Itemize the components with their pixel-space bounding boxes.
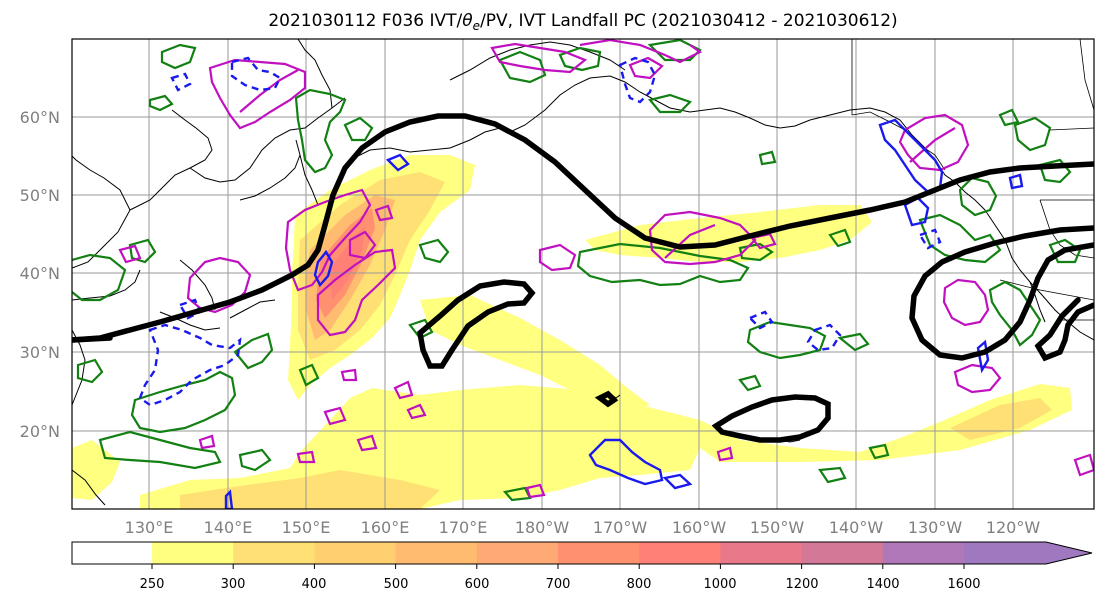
colorbar-segment [476,542,559,564]
colorbar-segment [882,542,965,564]
colorbar-tick-label: 1400 [866,577,899,592]
colorbar-segment [395,542,478,564]
colorbar: 250 300 400 500 600 700 800 1000 1200 14… [71,541,1093,592]
lon-label-130w: 130°W [908,518,963,537]
map-area [72,39,1094,509]
colorbar-segment [801,542,884,564]
latitude-labels: 60°N 50°N 40°N 30°N 20°N [20,108,60,441]
colorbar-tick-label: 500 [384,577,409,592]
lat-label-40n: 40°N [20,264,60,283]
colorbar-segment [964,542,1092,564]
lat-label-30n: 30°N [20,343,60,362]
lon-label-130e: 130°E [125,518,174,537]
colorbar-segment [233,542,315,564]
lon-label-140e: 140°E [204,518,253,537]
lat-label-20n: 20°N [20,422,60,441]
blue-contours [138,56,1024,509]
lon-label-180w: 180°W [515,518,570,537]
colorbar-segment [314,542,397,564]
lon-label-170w: 170°W [593,518,648,537]
colorbar-tick-label: 1000 [703,577,736,592]
ivt-shading [72,155,1072,509]
colorbar-tick-label: 1600 [947,577,980,592]
pv-contours [118,39,1094,499]
lon-label-170e: 170°E [439,518,488,537]
lat-label-50n: 50°N [20,186,60,205]
colorbar-segment [558,542,640,564]
colorbar-tick-label: 700 [546,577,571,592]
colorbar-tick-label: 600 [465,577,490,592]
colorbar-tick-label: 1200 [785,577,818,592]
lon-label-160e: 160°E [361,518,410,537]
ivt-landfall-pc-contours [72,113,1094,443]
lon-label-140w: 140°W [829,518,884,537]
colorbar-tick-label: 400 [302,577,327,592]
colorbar-outline [71,541,1093,565]
colorbar-tick-label: 300 [221,577,246,592]
longitude-labels: 130°E 140°E 150°E 160°E 170°E 180°W 170°… [125,518,1041,537]
lon-label-160w: 160°W [672,518,727,537]
coastlines [72,39,1094,506]
colorbar-segment [639,542,721,564]
colorbar-segment [720,542,803,564]
lat-label-60n: 60°N [20,108,60,127]
lon-label-150e: 150°E [282,518,331,537]
map-frame [71,38,1095,510]
figure-title: 2021030112 F036 IVT/θe/PV, IVT Landfall … [268,11,897,33]
lon-label-150w: 150°W [750,518,805,537]
colorbar-segment-below [72,542,152,564]
colorbar-segment [152,542,234,564]
colorbar-tick-label: 800 [627,577,652,592]
lon-label-120w: 120°W [986,518,1041,537]
colorbar-tick-label: 250 [140,577,165,592]
